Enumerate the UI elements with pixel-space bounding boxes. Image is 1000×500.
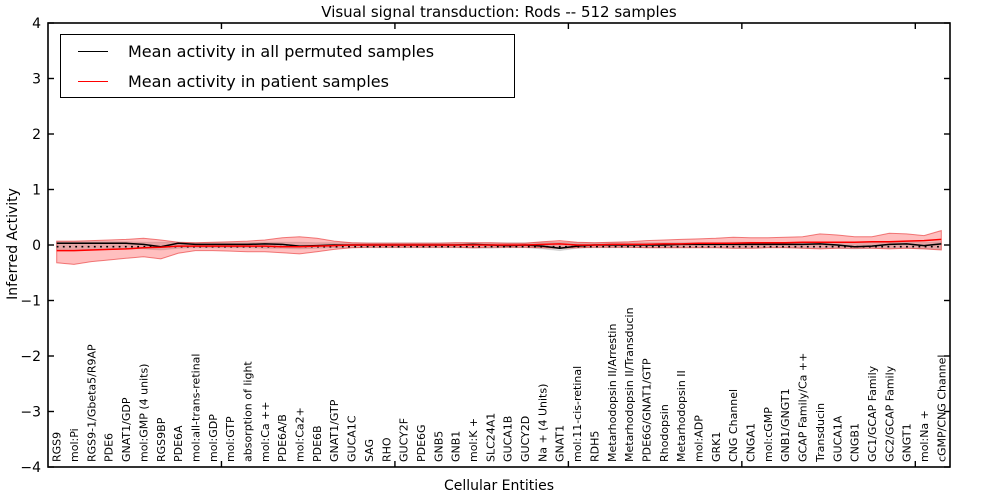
x-tick-label: RDH5 bbox=[588, 431, 601, 462]
chart-title: Visual signal transduction: Rods -- 512 … bbox=[321, 3, 677, 21]
x-tick-label: Transducin bbox=[814, 403, 827, 463]
x-tick-label: GNAT1 bbox=[554, 425, 567, 462]
x-tick-label: GUCA1B bbox=[502, 416, 515, 462]
x-tick-label: GUCY2D bbox=[519, 416, 532, 462]
y-tick-label: −4 bbox=[20, 460, 41, 476]
x-tick-label: mol:Na + bbox=[918, 410, 931, 462]
x-tick-label: GCAP Family/Ca ++ bbox=[797, 353, 810, 462]
patient-range-band bbox=[56, 229, 942, 265]
y-tick-label: −2 bbox=[20, 349, 41, 365]
x-tick-label: RHO bbox=[380, 437, 393, 462]
x-tick-label: CNG Channel bbox=[727, 389, 740, 462]
y-tick-label: 2 bbox=[32, 127, 41, 143]
x-tick-label: GUCA1A bbox=[831, 415, 844, 462]
legend-item-patient: Mean activity in patient samples bbox=[61, 67, 514, 95]
legend: Mean activity in all permuted samples Me… bbox=[60, 34, 515, 98]
x-tick-label: PDE6 bbox=[103, 433, 116, 462]
x-tick-label: mol:Pi bbox=[68, 428, 81, 462]
x-tick-label: GUCY2F bbox=[398, 418, 411, 462]
x-tick-label: GNB5 bbox=[432, 431, 445, 462]
x-tick-label: GRK1 bbox=[710, 432, 723, 462]
x-tick-label: GC2/GCAP Family bbox=[883, 365, 896, 462]
y-tick-label: 0 bbox=[32, 238, 41, 254]
x-tick-label: Na + (4 Units) bbox=[536, 384, 549, 462]
permuted-line-swatch bbox=[78, 50, 108, 52]
x-tick-label: SLC24A1 bbox=[484, 413, 497, 462]
x-tick-label: SAG bbox=[363, 439, 376, 462]
x-tick-label: Metarhodopsin II/Transducin bbox=[623, 307, 636, 462]
x-tick-label: GC1/GCAP Family bbox=[866, 365, 879, 462]
x-tick-label: absorption of light bbox=[241, 361, 254, 462]
x-tick-label: CNGB1 bbox=[849, 423, 862, 462]
x-tick-label: PDE6G bbox=[415, 424, 428, 462]
x-tick-label: mol:Ca ++ bbox=[259, 401, 272, 462]
x-tick-label: mol:11-cis-retinal bbox=[571, 366, 584, 462]
x-tick-label: mol:Ca2+ bbox=[294, 407, 307, 462]
legend-label: Mean activity in all permuted samples bbox=[128, 41, 435, 61]
x-tick-label: GNB1/GNGT1 bbox=[779, 388, 792, 462]
x-tick-label: mol:all-trans-retinal bbox=[189, 354, 202, 462]
patient-line-swatch bbox=[78, 80, 108, 82]
x-tick-label: PDE6A bbox=[172, 425, 185, 462]
y-tick-label: 4 bbox=[32, 16, 41, 32]
x-tick-label: mol:GDP bbox=[207, 414, 220, 462]
x-tick-label: Metarhodopsin II/Arrestin bbox=[606, 324, 619, 462]
x-tick-label: mol:GTP bbox=[224, 416, 237, 462]
x-tick-label: GNAT1/GDP bbox=[120, 397, 133, 462]
x-tick-label: mol:cGMP bbox=[762, 407, 775, 462]
x-tick-label: RGS9 bbox=[51, 432, 64, 462]
x-tick-label: GNB1 bbox=[450, 431, 463, 462]
y-tick-label: −1 bbox=[20, 294, 41, 310]
x-tick-label: Metarhodopsin II bbox=[675, 370, 688, 462]
x-tick-label: PDE6G/GNAT1/GTP bbox=[640, 358, 653, 462]
x-tick-label: cGMP/CNG Channel bbox=[935, 355, 948, 463]
y-tick-label: −3 bbox=[20, 405, 41, 421]
x-tick-label: GNGT1 bbox=[901, 423, 914, 462]
x-tick-label: Rhodopsin bbox=[658, 404, 671, 462]
y-tick-label: 1 bbox=[32, 183, 41, 199]
patient-mean-line bbox=[56, 238, 942, 252]
x-tick-label: GNAT1/GTP bbox=[328, 399, 341, 462]
x-tick-label: RGS9BP bbox=[155, 417, 168, 462]
y-axis-label: Inferred Activity bbox=[5, 188, 21, 300]
x-tick-label: PDE6B bbox=[311, 425, 324, 462]
x-tick-label: GUCA1C bbox=[346, 415, 359, 462]
legend-label: Mean activity in patient samples bbox=[128, 71, 389, 91]
x-axis-label: Cellular Entities bbox=[443, 478, 555, 494]
x-tick-label: mol:GMP (4 units) bbox=[137, 364, 150, 462]
x-tick-label: mol:K + bbox=[467, 418, 480, 462]
x-tick-label: CNGA1 bbox=[745, 423, 758, 462]
y-tick-label: 3 bbox=[32, 72, 41, 88]
legend-item-permuted: Mean activity in all permuted samples bbox=[61, 37, 514, 65]
x-tick-label: PDE6A/B bbox=[276, 414, 289, 462]
x-tick-label: RGS9-1/Gbeta5/R9AP bbox=[85, 344, 98, 462]
x-tick-label: mol:ADP bbox=[692, 415, 705, 462]
